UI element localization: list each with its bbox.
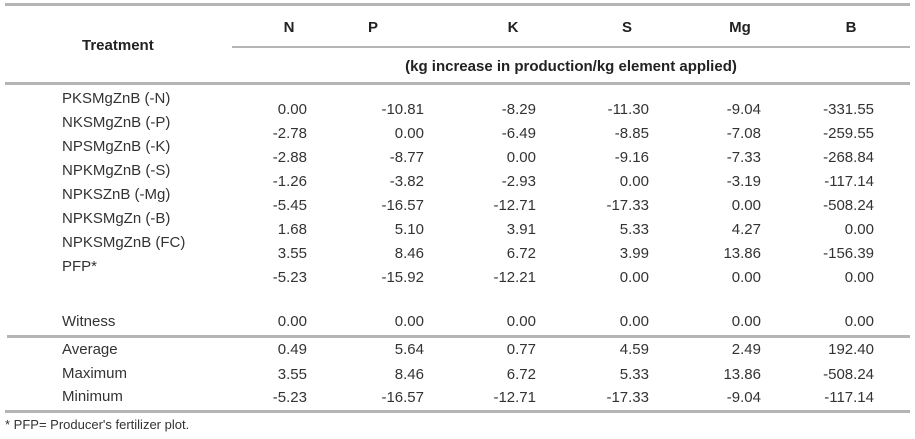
summary-cell: -12.71 xyxy=(493,389,536,406)
table-cell: -12.71 xyxy=(493,197,536,214)
header-bottom-rule xyxy=(5,82,910,85)
table-cell: -7.08 xyxy=(726,125,761,142)
summary-cell: 0.77 xyxy=(506,341,536,358)
column-header: N xyxy=(283,19,295,36)
table-cell: 3.91 xyxy=(506,221,536,238)
table-cell: -11.30 xyxy=(607,101,649,118)
table-cell: 0.00 xyxy=(844,221,874,238)
table-cell: -156.39 xyxy=(823,245,874,262)
column-header-rule xyxy=(232,46,910,48)
row-label: PKSMgZnB (-N) xyxy=(62,90,171,107)
table-cell: -1.26 xyxy=(272,173,307,190)
summary-cell: 8.46 xyxy=(394,366,424,383)
table-cell: 0.00 xyxy=(277,313,307,330)
table-cell: -5.23 xyxy=(272,269,307,286)
column-header: K xyxy=(507,19,519,36)
top-rule xyxy=(5,3,910,6)
table-cell: -10.81 xyxy=(381,101,424,118)
table-cell: -17.33 xyxy=(606,197,649,214)
table-cell: -12.21 xyxy=(493,269,536,286)
table-cell: -16.57 xyxy=(381,197,424,214)
table-cell: 0.00 xyxy=(619,173,649,190)
table-cell: -117.14 xyxy=(824,173,874,190)
table-cell: 0.00 xyxy=(394,313,424,330)
summary-cell: -16.57 xyxy=(381,389,424,406)
table-cell: 3.99 xyxy=(619,245,649,262)
column-header: P xyxy=(367,19,378,36)
row-label: NPKSMgZnB (FC) xyxy=(62,234,186,251)
table-cell: 0.00 xyxy=(844,313,874,330)
table-cell: 6.72 xyxy=(506,245,536,262)
table-cell: -259.55 xyxy=(823,125,874,142)
summary-cell: 6.72 xyxy=(506,366,536,383)
table-cell: 5.10 xyxy=(394,221,424,238)
table-cell: 0.00 xyxy=(277,101,307,118)
table-cell: 0.00 xyxy=(619,313,649,330)
row-label: PFP* xyxy=(62,258,98,275)
row-label: Witness xyxy=(62,313,116,330)
treatment-header: Treatment xyxy=(82,37,154,54)
table-cell: 5.33 xyxy=(619,221,649,238)
row-label: NPKSMgZn (-B) xyxy=(62,210,171,227)
row-label: NPSMgZnB (-K) xyxy=(62,138,171,155)
table-cell: 13.86 xyxy=(723,245,761,262)
row-label: NPKSZnB (-Mg) xyxy=(62,186,171,203)
table-cell: -5.45 xyxy=(272,197,307,214)
table-cell: 0.00 xyxy=(619,269,649,286)
table-cell: -8.85 xyxy=(614,125,649,142)
table-cell: -2.88 xyxy=(272,149,307,166)
summary-cell: -5.23 xyxy=(272,389,307,406)
table-cell: 0.00 xyxy=(394,125,424,142)
table-cell: -268.84 xyxy=(823,149,874,166)
summary-label: Maximum xyxy=(62,365,128,382)
column-header: S xyxy=(621,19,632,36)
table-cell: -9.16 xyxy=(614,149,649,166)
footnote: * PFP= Producer's fertilizer plot. xyxy=(5,417,190,432)
table-cell: -6.49 xyxy=(501,125,536,142)
summary-cell: 5.64 xyxy=(394,341,424,358)
summary-cell: -508.24 xyxy=(823,366,874,383)
table-cell: 4.27 xyxy=(731,221,761,238)
table-cell: -7.33 xyxy=(726,149,761,166)
table-cell: 0.00 xyxy=(731,197,761,214)
table-cell: -9.04 xyxy=(726,101,761,118)
table-cell: -508.24 xyxy=(823,197,874,214)
table-cell: 0.00 xyxy=(506,149,536,166)
summary-cell: 2.49 xyxy=(731,341,761,358)
table-cell: 0.00 xyxy=(844,269,874,286)
table-cell: -8.77 xyxy=(389,149,424,166)
table-cell: -2.93 xyxy=(501,173,536,190)
table-cell: 3.55 xyxy=(277,245,307,262)
column-header: Mg xyxy=(729,19,751,36)
table-cell: 1.68 xyxy=(277,221,307,238)
summary-cell: 4.59 xyxy=(619,341,649,358)
column-header: B xyxy=(845,19,857,36)
table-cell: 0.00 xyxy=(731,269,761,286)
table-cell: -3.19 xyxy=(726,173,761,190)
row-label: NKSMgZnB (-P) xyxy=(62,114,171,131)
summary-label: Minimum xyxy=(62,388,123,405)
summary-cell: 13.86 xyxy=(723,366,761,383)
summary-cell: -17.33 xyxy=(606,389,649,406)
summary-rule xyxy=(7,335,910,338)
summary-label: Average xyxy=(62,341,118,358)
table-cell: 0.00 xyxy=(731,313,761,330)
summary-cell: 3.55 xyxy=(277,366,307,383)
unit-caption: (kg increase in production/kg element ap… xyxy=(405,58,737,75)
table-cell: -3.82 xyxy=(389,173,424,190)
row-label: NPKMgZnB (-S) xyxy=(62,162,171,179)
table-cell: 0.00 xyxy=(506,313,536,330)
summary-cell: -117.14 xyxy=(824,389,874,406)
table-cell: -331.55 xyxy=(823,101,874,118)
bottom-rule xyxy=(5,410,910,413)
summary-cell: 5.33 xyxy=(619,366,649,383)
summary-cell: 192.40 xyxy=(828,341,874,358)
table-cell: -2.78 xyxy=(272,125,307,142)
table-cell: -15.92 xyxy=(381,269,424,286)
summary-cell: -9.04 xyxy=(726,389,761,406)
table-cell: -8.29 xyxy=(501,101,536,118)
summary-cell: 0.49 xyxy=(277,341,307,358)
table-cell: 8.46 xyxy=(394,245,424,262)
